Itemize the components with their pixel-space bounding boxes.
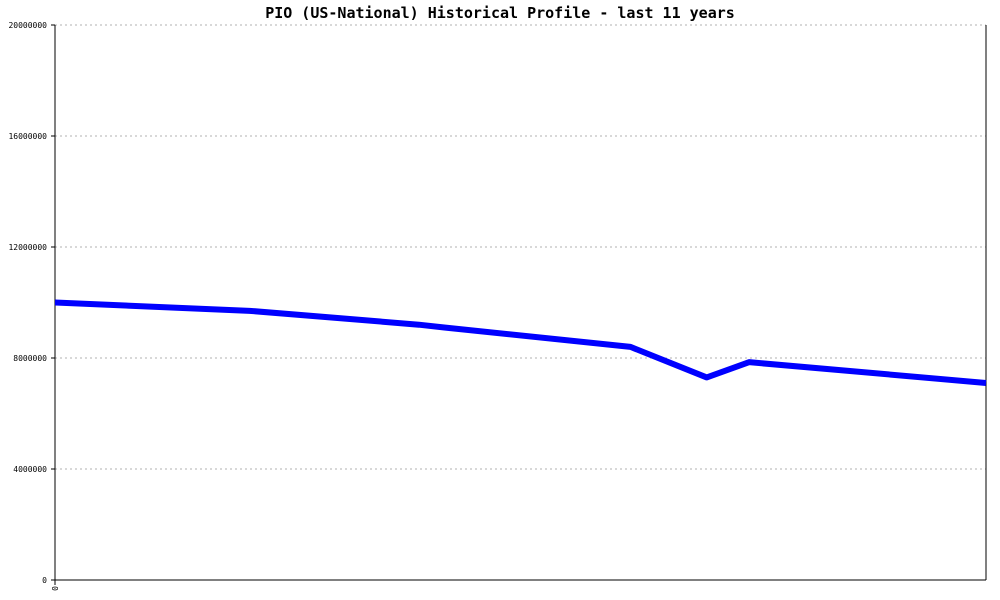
- tick-labels: 0 4000000 8000000 12000000 16000000 20000000 0: [8, 21, 60, 591]
- grid-lines: [55, 24, 986, 470]
- y-tick-label: 20000000: [8, 21, 47, 30]
- axes: [51, 24, 987, 585]
- series-lines: [54, 299, 987, 386]
- y-tick-label: 4000000: [13, 465, 47, 474]
- y-tick-label: 12000000: [8, 243, 47, 252]
- chart-title: PIO (US-National) Historical Profile - l…: [265, 4, 735, 22]
- series-line: [54, 299, 987, 386]
- y-tick-label: 0: [42, 576, 47, 585]
- y-tick-label: 8000000: [13, 354, 47, 363]
- y-tick-label: 16000000: [8, 132, 47, 141]
- x-tick-label: 0: [51, 586, 60, 591]
